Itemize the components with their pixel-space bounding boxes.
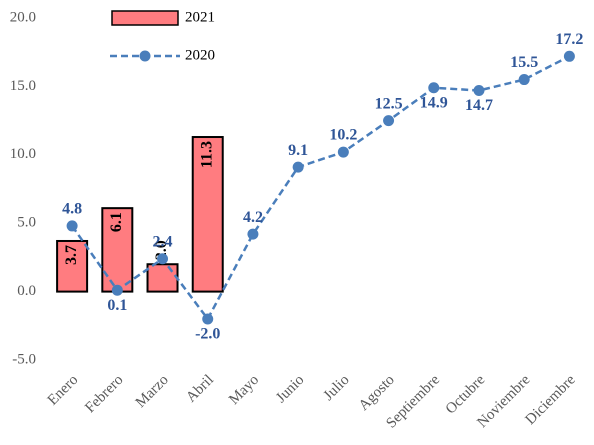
line-point [202, 313, 214, 325]
bar-value-label: 6.1 [108, 212, 125, 232]
y-tick-label: 5.0 [17, 215, 36, 231]
y-tick-label: 10.0 [10, 146, 36, 162]
line [71, 55, 570, 322]
line-value-label: 10.2 [329, 127, 357, 144]
line-point [383, 115, 395, 127]
x-tick-label: Mayo [226, 372, 262, 408]
x-tick-label: Diciembre [523, 372, 579, 428]
line-point [563, 50, 575, 62]
line-value-label: 0.1 [107, 297, 127, 314]
y-tick-label: 15.0 [10, 78, 36, 94]
bar [191, 136, 224, 293]
bar-value-label: 3.7 [63, 245, 80, 265]
line-value-label: -2.0 [195, 326, 220, 343]
bar [101, 207, 134, 293]
line-value-label: 14.7 [465, 97, 493, 114]
line-point [292, 161, 304, 173]
x-tick-label: Enero [45, 372, 82, 409]
legend-swatch-marker [139, 50, 151, 62]
line-value-label: 2.4 [153, 233, 173, 250]
line-point [247, 228, 259, 240]
line-value-label: 4.8 [62, 201, 82, 218]
legend-swatch [111, 10, 179, 26]
line-point [428, 82, 440, 94]
line-value-label: 9.1 [288, 142, 308, 159]
legend-label: 2021 [185, 9, 215, 25]
bar [146, 263, 179, 293]
y-tick-label: -5.0 [12, 351, 36, 367]
line-point [473, 85, 485, 97]
line-value-label: 17.2 [555, 31, 583, 48]
line-point [66, 220, 78, 232]
line-value-label: 14.9 [420, 94, 448, 111]
line-point [518, 74, 530, 86]
x-tick-label: Julio [321, 372, 353, 404]
x-tick-label: Junio [273, 372, 307, 406]
line-point [111, 284, 123, 296]
line-value-label: 4.2 [243, 209, 263, 226]
line-point [157, 253, 169, 265]
legend-label: 2020 [185, 47, 215, 63]
bar-value-label: 11.3 [198, 141, 215, 168]
line-value-label: 15.5 [510, 54, 538, 71]
x-tick-label: Marzo [133, 372, 172, 411]
bar [56, 239, 89, 293]
line-point [337, 146, 349, 158]
y-tick-label: 0.0 [17, 283, 36, 299]
y-tick-label: 20.0 [10, 9, 36, 25]
x-tick-label: Febrero [82, 372, 126, 416]
line-value-label: 12.5 [375, 95, 403, 112]
x-tick-label: Agosto [356, 372, 398, 414]
x-tick-label: Octubre [443, 372, 489, 418]
x-tick-label: Abril [183, 372, 217, 406]
